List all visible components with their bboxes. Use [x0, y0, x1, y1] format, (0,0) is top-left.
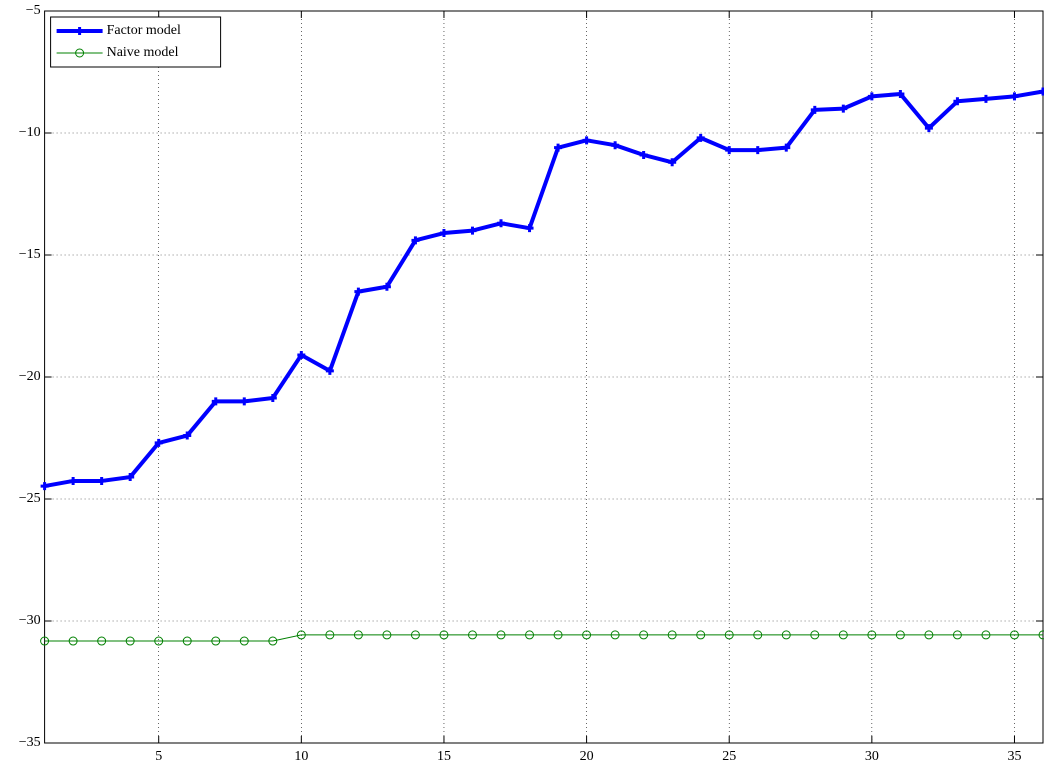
- marker: [68, 636, 78, 646]
- marker: [97, 636, 107, 646]
- marker: [781, 630, 791, 640]
- marker: [725, 146, 734, 155]
- marker: [411, 236, 420, 245]
- marker: [810, 630, 820, 640]
- marker: [268, 393, 277, 402]
- marker: [382, 282, 391, 291]
- marker: [867, 630, 877, 640]
- marker: [325, 366, 334, 375]
- series-line: [44, 89, 1044, 489]
- marker: [838, 630, 848, 640]
- marker: [325, 630, 335, 640]
- marker: [667, 630, 677, 640]
- marker: [953, 97, 962, 106]
- marker: [525, 630, 535, 640]
- marker: [1039, 87, 1044, 96]
- marker: [240, 397, 249, 406]
- marker: [268, 636, 278, 646]
- marker: [382, 630, 392, 640]
- x-tick-label: 20: [580, 749, 594, 764]
- marker: [839, 104, 848, 113]
- x-tick-label: 10: [294, 749, 308, 764]
- marker: [468, 226, 477, 235]
- marker: [639, 150, 648, 159]
- x-tick-label: 5: [155, 749, 162, 764]
- marker: [782, 143, 791, 152]
- marker: [467, 630, 477, 640]
- y-tick-label: −15: [19, 247, 41, 262]
- legend-marker: [75, 27, 84, 35]
- marker: [497, 219, 506, 228]
- marker: [724, 630, 734, 640]
- marker: [753, 630, 763, 640]
- marker: [896, 89, 905, 98]
- y-tick-label: −25: [19, 491, 41, 506]
- marker: [610, 630, 620, 640]
- marker: [525, 224, 534, 233]
- marker: [439, 630, 449, 640]
- marker: [296, 630, 306, 640]
- marker: [97, 476, 106, 485]
- x-tick-label: 15: [437, 749, 451, 764]
- marker: [297, 351, 306, 360]
- marker: [1038, 630, 1044, 640]
- marker: [981, 630, 991, 640]
- marker: [582, 136, 591, 145]
- marker: [496, 630, 506, 640]
- marker: [582, 630, 592, 640]
- x-tick-label: 25: [722, 749, 736, 764]
- marker: [211, 636, 221, 646]
- marker: [239, 636, 249, 646]
- plot-frame: [44, 10, 1044, 744]
- y-tick-label: −10: [19, 125, 41, 140]
- marker: [981, 94, 990, 103]
- marker: [924, 630, 934, 640]
- marker: [40, 636, 50, 646]
- y-tick-label: −35: [19, 735, 41, 750]
- marker: [69, 476, 78, 485]
- marker: [952, 630, 962, 640]
- marker: [867, 92, 876, 101]
- marker: [353, 630, 363, 640]
- legend-box: [50, 16, 222, 68]
- marker: [696, 133, 705, 142]
- marker: [810, 105, 819, 114]
- marker: [1009, 630, 1019, 640]
- marker: [924, 124, 933, 133]
- marker: [554, 143, 563, 152]
- marker: [668, 158, 677, 167]
- x-tick-label: 30: [865, 749, 879, 764]
- marker: [439, 229, 448, 238]
- marker: [154, 636, 164, 646]
- marker: [753, 146, 762, 155]
- marker: [126, 473, 135, 482]
- marker: [553, 630, 563, 640]
- marker: [354, 287, 363, 296]
- y-tick-label: −20: [19, 369, 41, 384]
- marker: [895, 630, 905, 640]
- marker: [696, 630, 706, 640]
- y-tick-label: −30: [19, 613, 41, 628]
- legend-label: Naive model: [107, 45, 179, 60]
- marker: [410, 630, 420, 640]
- marker: [182, 636, 192, 646]
- x-tick-label: 35: [1007, 749, 1021, 764]
- legend-label: Factor model: [107, 23, 181, 38]
- marker: [639, 630, 649, 640]
- marker: [611, 141, 620, 150]
- marker: [1010, 92, 1019, 101]
- marker: [125, 636, 135, 646]
- legend-marker: [75, 48, 85, 58]
- marker: [40, 482, 49, 491]
- marker: [211, 397, 220, 406]
- series-line: [44, 634, 1043, 642]
- y-tick-label: −5: [26, 3, 41, 18]
- marker: [154, 438, 163, 447]
- marker: [183, 431, 192, 440]
